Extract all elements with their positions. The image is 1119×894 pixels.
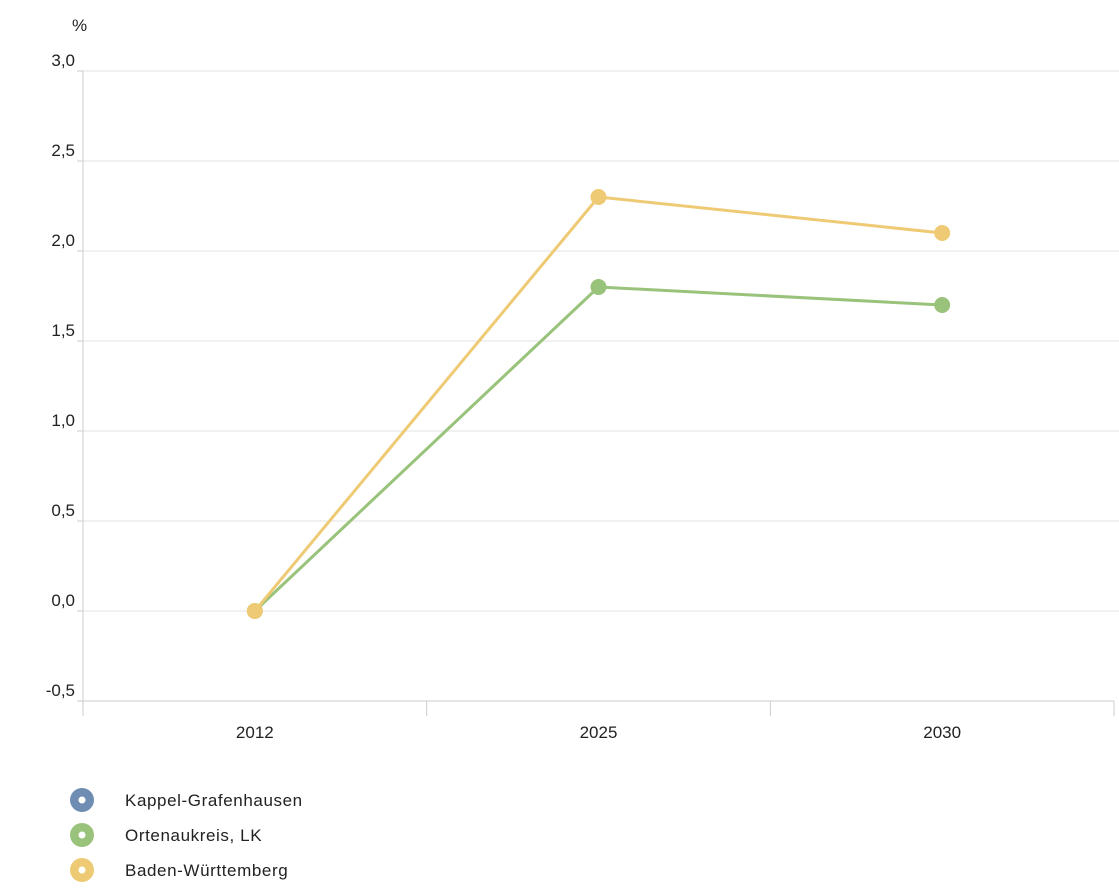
- data-point[interactable]: [934, 297, 951, 313]
- legend-label: Kappel-Grafenhausen: [125, 791, 303, 810]
- legend-item[interactable]: Ortenaukreis, LK: [70, 823, 262, 847]
- y-tick-label: 1,0: [51, 411, 75, 430]
- legend-item[interactable]: Baden-Württemberg: [70, 858, 288, 882]
- y-tick-label: 0,0: [51, 591, 75, 610]
- x-tick-labels: 2012 2025 2030: [236, 723, 961, 742]
- legend: Kappel-Grafenhausen Ortenaukreis, LK Baden…: [70, 788, 303, 882]
- series-line: [253, 195, 943, 612]
- legend-label: Ortenaukreis, LK: [125, 826, 262, 845]
- legend-item[interactable]: Kappel-Grafenhausen: [70, 788, 303, 812]
- x-tick-label: 2012: [236, 723, 274, 742]
- y-tick-label: -0,5: [46, 681, 75, 700]
- y-tick-label: 2,0: [51, 231, 75, 250]
- y-tick-label: 0,5: [51, 501, 75, 520]
- data-point[interactable]: [246, 603, 263, 619]
- y-tick-label: 1,5: [51, 321, 75, 340]
- x-tick-label: 2030: [923, 723, 961, 742]
- y-tick-label: 2,5: [51, 141, 75, 160]
- legend-marker-dot-icon: [78, 831, 86, 839]
- data-point[interactable]: [590, 189, 607, 205]
- y-tick-label: 3,0: [51, 51, 75, 70]
- legend-marker-dot-icon: [78, 796, 86, 804]
- series-line: [253, 285, 943, 613]
- x-tick-label: 2025: [580, 723, 618, 742]
- y-tick-labels: -0,5 0,0 0,5 1,0 1,5 2,0 2,5 3,0: [46, 51, 75, 700]
- series-lines: [246, 189, 951, 619]
- grid-lines: [83, 70, 1119, 612]
- legend-marker-dot-icon: [78, 866, 86, 874]
- axes: [77, 70, 1115, 716]
- legend-label: Baden-Württemberg: [125, 861, 288, 880]
- y-unit-label: %: [72, 16, 87, 35]
- data-point[interactable]: [590, 279, 607, 295]
- data-point[interactable]: [934, 225, 951, 241]
